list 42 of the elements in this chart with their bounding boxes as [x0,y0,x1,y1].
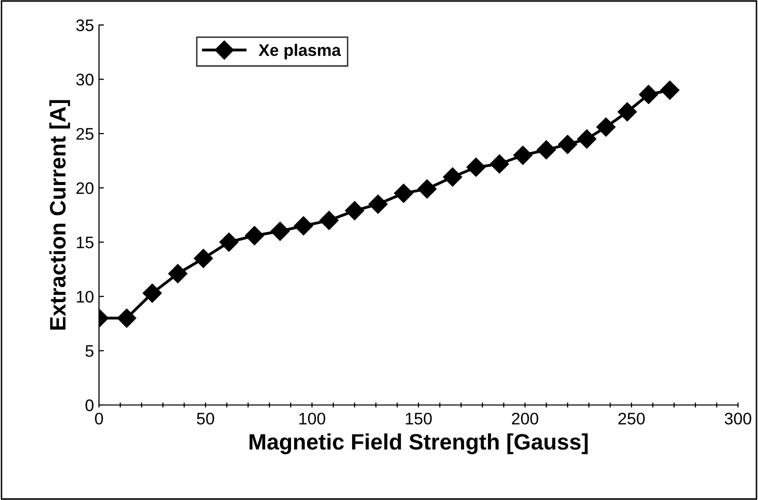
point [618,102,637,122]
point [368,194,388,214]
point [466,158,486,177]
point [294,216,314,236]
y-tick-label: 25 [76,128,94,140]
point [490,154,509,174]
point [219,232,238,252]
y-tick-label: 5 [86,345,94,357]
x-tick-label: 150 [406,412,432,425]
point [417,179,437,198]
y-tick-label: 0 [86,399,94,412]
point [443,167,462,187]
point [117,308,136,328]
point [660,80,680,100]
point [244,226,264,246]
x-tick-label: 0 [95,412,103,425]
y-tick-label: 35 [76,19,94,32]
x-tick-label: 200 [512,412,538,425]
y-tick-label: 20 [76,182,94,194]
point [394,184,414,203]
point [320,210,339,230]
point [270,222,290,241]
point [577,129,596,149]
legend-label: Xe plasma [258,44,342,60]
point [596,118,616,137]
point [536,140,556,160]
y-tick-label: 15 [76,236,94,248]
point [194,248,213,268]
y-tick-label: 10 [76,290,94,303]
point [639,84,658,104]
point [168,264,188,284]
x-tick-label: 100 [299,412,326,425]
point [142,284,162,303]
y-axis-title: Extraction Current [A] [49,100,70,330]
x-tick-label: 250 [618,412,645,425]
point [558,134,578,154]
x-tick-label: 300 [724,412,752,425]
y-tick-label: 30 [76,74,94,86]
point [513,146,532,165]
x-axis-title: Magnetic Field Strength [Gauss] [250,433,588,454]
point [345,201,364,220]
x-tick-label: 50 [196,412,214,425]
